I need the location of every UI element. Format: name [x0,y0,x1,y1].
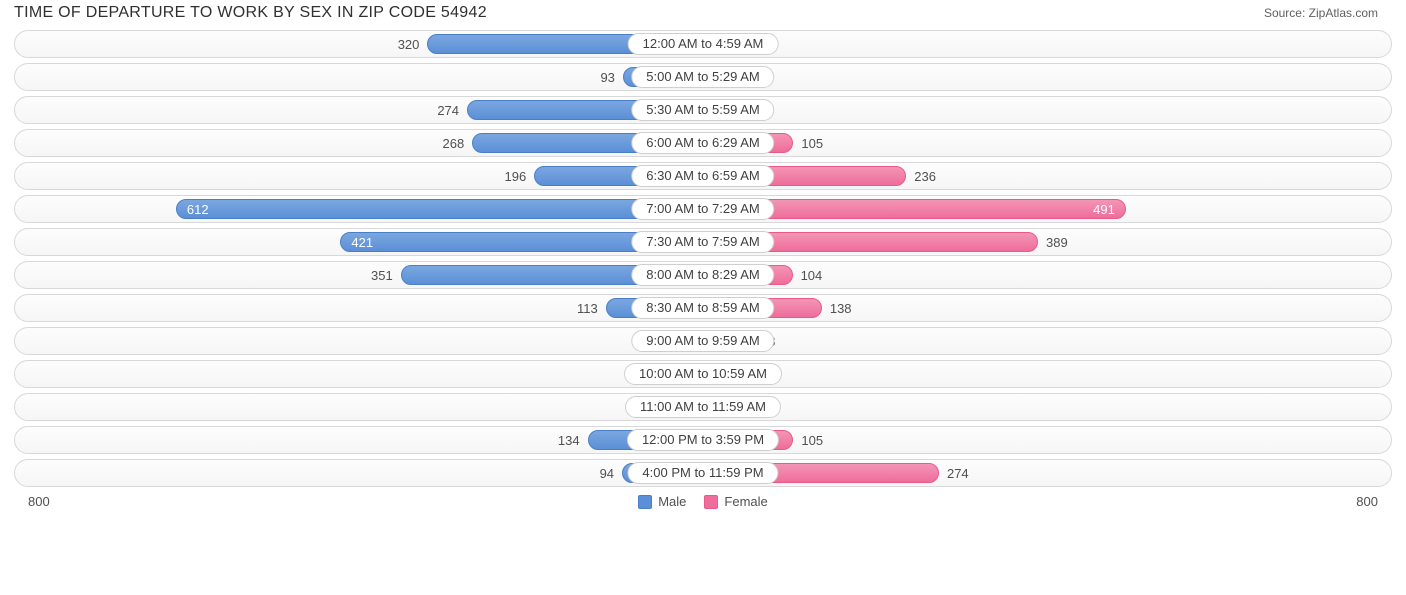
chart-row: 421 389 7:30 AM to 7:59 AM [14,228,1392,256]
male-half: 134 [15,427,703,453]
male-value: 421 [341,235,383,250]
chart-row: 612 491 7:00 AM to 7:29 AM [14,195,1392,223]
chart-row: 93 365:00 AM to 5:29 AM [14,63,1392,91]
category-label: 7:30 AM to 7:59 AM [631,231,774,253]
axis-max-right: 800 [1356,494,1378,509]
male-value: 351 [363,268,401,283]
header: TIME OF DEPARTURE TO WORK BY SEX IN ZIP … [0,0,1406,28]
axis-max-left: 800 [28,494,50,509]
female-value: 274 [939,466,977,481]
male-half: 351 [15,262,703,288]
category-label: 12:00 PM to 3:59 PM [627,429,779,451]
female-value: 105 [793,433,831,448]
male-value: 134 [550,433,588,448]
male-half: 612 [15,196,703,222]
category-label: 5:00 AM to 5:29 AM [631,66,774,88]
chart-row: 134 105 12:00 PM to 3:59 PM [14,426,1392,454]
male-half: 268 [15,130,703,156]
chart-row: 94 274 4:00 PM to 11:59 PM [14,459,1392,487]
female-half: 138 [703,295,1391,321]
legend: Male Female [638,494,768,509]
chart-title: TIME OF DEPARTURE TO WORK BY SEX IN ZIP … [14,4,487,22]
chart-row: 252711:00 AM to 11:59 AM [14,393,1392,421]
male-half: 93 [15,64,703,90]
female-half: 56 [703,31,1391,57]
male-half: 320 [15,31,703,57]
male-value: 94 [592,466,622,481]
legend-male-label: Male [658,494,686,509]
male-half: 274 [15,97,703,123]
male-half: 196 [15,163,703,189]
female-half: 236 [703,163,1391,189]
legend-item-male: Male [638,494,686,509]
category-label: 5:30 AM to 5:59 AM [631,99,774,121]
male-value: 274 [429,103,467,118]
category-label: 8:00 AM to 8:29 AM [631,264,774,286]
category-label: 8:30 AM to 8:59 AM [631,297,774,319]
female-value: 138 [822,301,860,316]
category-label: 12:00 AM to 4:59 AM [628,33,779,55]
male-half: 421 [15,229,703,255]
male-half: 94 [15,460,703,486]
chart-row: 268 105 6:00 AM to 6:29 AM [14,129,1392,157]
female-value: 491 [1083,202,1125,217]
female-value: 104 [793,268,831,283]
chart-row: 274 355:30 AM to 5:59 AM [14,96,1392,124]
chart-row: 196 236 6:30 AM to 6:59 AM [14,162,1392,190]
chart-row: 0589:00 AM to 9:59 AM [14,327,1392,355]
female-half: 63 [703,361,1391,387]
male-half: 3 [15,361,703,387]
female-value: 105 [793,136,831,151]
category-label: 11:00 AM to 11:59 AM [625,396,781,418]
female-half: 36 [703,64,1391,90]
category-label: 10:00 AM to 10:59 AM [624,363,782,385]
male-value: 93 [592,70,622,85]
female-half: 58 [703,328,1391,354]
female-half: 27 [703,394,1391,420]
female-value: 389 [1038,235,1076,250]
female-half: 35 [703,97,1391,123]
source-attribution: Source: ZipAtlas.com [1264,6,1378,20]
category-label: 6:00 AM to 6:29 AM [631,132,774,154]
legend-female-label: Female [724,494,767,509]
chart-container: TIME OF DEPARTURE TO WORK BY SEX IN ZIP … [0,0,1406,595]
category-label: 6:30 AM to 6:59 AM [631,165,774,187]
chart-area: 320 5612:00 AM to 4:59 AM 93 365:00 AM to 5… [0,28,1406,487]
female-half: 104 [703,262,1391,288]
male-bar: 612 [176,199,703,219]
male-half: 113 [15,295,703,321]
female-value: 236 [906,169,944,184]
female-half: 389 [703,229,1391,255]
female-half: 274 [703,460,1391,486]
chart-row: 320 5612:00 AM to 4:59 AM [14,30,1392,58]
female-half: 105 [703,130,1391,156]
female-half: 105 [703,427,1391,453]
category-label: 9:00 AM to 9:59 AM [631,330,774,352]
male-swatch-icon [638,495,652,509]
male-half: 0 [15,328,703,354]
category-label: 4:00 PM to 11:59 PM [627,462,778,484]
male-value: 196 [497,169,535,184]
chart-row: 36310:00 AM to 10:59 AM [14,360,1392,388]
chart-footer: 800 Male Female 800 [0,492,1406,509]
male-value: 612 [177,202,219,217]
female-swatch-icon [704,495,718,509]
male-value: 320 [390,37,428,52]
category-label: 7:00 AM to 7:29 AM [631,198,774,220]
male-half: 25 [15,394,703,420]
male-value: 113 [569,301,606,316]
female-half: 491 [703,196,1391,222]
male-value: 268 [434,136,472,151]
chart-row: 351 104 8:00 AM to 8:29 AM [14,261,1392,289]
chart-row: 113 138 8:30 AM to 8:59 AM [14,294,1392,322]
legend-item-female: Female [704,494,767,509]
